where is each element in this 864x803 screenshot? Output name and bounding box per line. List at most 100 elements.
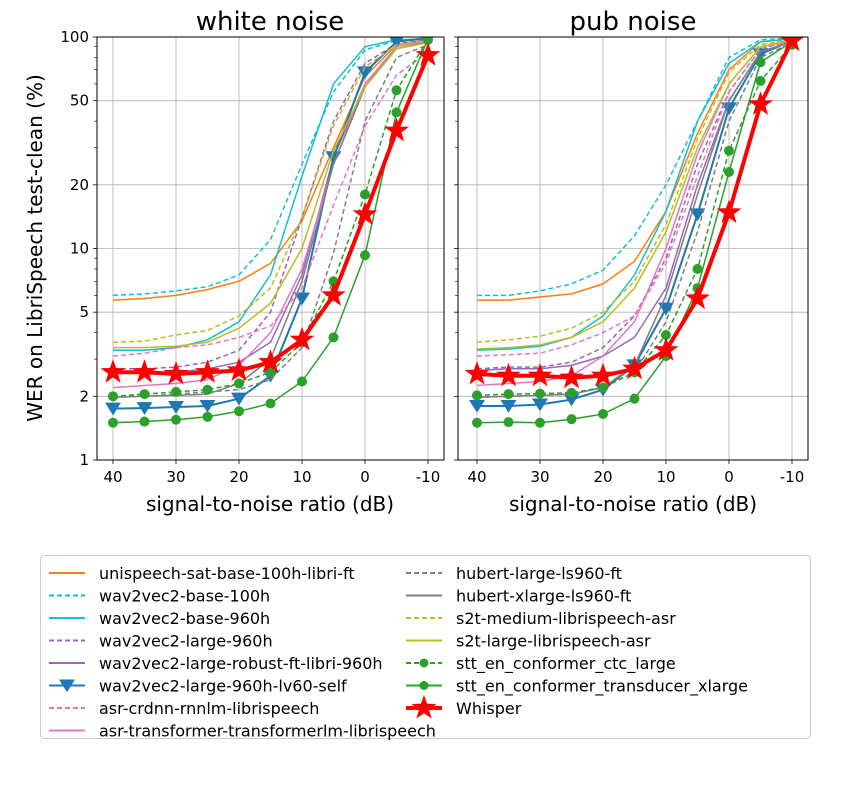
series-wav2vec2-base-100h	[477, 37, 793, 297]
legend-item-whisper: Whisper	[406, 695, 522, 719]
data-point	[755, 57, 766, 68]
data-point	[653, 337, 679, 361]
legend-label: asr-crdnn-rnnlm-librispeech	[99, 699, 319, 718]
panel-pub-noise: 40 30 20 10 0 -10	[454, 36, 809, 486]
legend-item-asr-transformer-transformerlm-librispeech: asr-transformer-transformerlm-librispeec…	[49, 722, 436, 740]
data-point	[527, 362, 553, 387]
x-tick-label: 10	[656, 468, 675, 486]
data-point	[563, 393, 580, 407]
series-line	[477, 38, 793, 301]
x-tick-label: 40	[467, 468, 486, 486]
y-tick-label: 10	[70, 240, 89, 258]
series-unispeech-sat-base-100h-libri-ft	[112, 39, 429, 301]
series-line	[476, 38, 793, 352]
legend-label: wav2vec2-base-960h	[99, 609, 270, 628]
legend-label: wav2vec2-large-robust-ft-libri-960h	[99, 654, 383, 673]
series-line	[476, 44, 793, 397]
data-point	[384, 117, 409, 142]
series-hubert-xlarge-ls960-ft	[476, 40, 793, 399]
data-point	[532, 398, 548, 412]
data-point	[168, 401, 184, 414]
series-line	[112, 39, 429, 344]
legend-label: Whisper	[456, 699, 522, 718]
series-line	[477, 39, 793, 407]
series-line	[112, 38, 429, 297]
data-point	[472, 417, 482, 428]
x-tick-label: 30	[530, 468, 549, 486]
data-point	[234, 406, 244, 417]
data-point	[202, 384, 213, 395]
data-point	[171, 414, 181, 425]
legend-marker	[419, 658, 429, 668]
data-point	[423, 37, 433, 44]
data-point	[755, 75, 766, 86]
data-point	[464, 361, 490, 385]
figure: white noise pub noise WER on LibriSpeech…	[23, 7, 809, 516]
series-s2t-medium-librispeech-asr	[112, 39, 429, 344]
data-point	[297, 376, 307, 387]
legend-item-asr-crdnn-rnnlm-librispeech: asr-crdnn-rnnlm-librispeech	[49, 699, 319, 718]
legend-marker	[411, 695, 437, 719]
data-point	[716, 199, 742, 223]
data-point	[779, 37, 805, 52]
series-line	[476, 39, 794, 380]
data-point	[321, 282, 346, 306]
series-wav2vec2-base-960h	[476, 38, 793, 352]
series-hubert-xlarge-ls960-ft	[112, 41, 429, 399]
series-line	[476, 42, 793, 399]
x-tick-label: 0	[724, 468, 734, 486]
data-point	[415, 42, 441, 66]
x-axis-label-pub-noise: signal-to-noise ratio (dB)	[509, 492, 757, 516]
data-point	[500, 400, 517, 413]
x-tick-label: -10	[780, 468, 805, 486]
data-point	[360, 250, 370, 261]
data-point	[136, 402, 153, 415]
series-s2t-large-librispeech-asr	[113, 41, 429, 349]
data-point	[559, 364, 584, 389]
legend-label: hubert-large-ls960-ft	[456, 564, 622, 583]
data-point	[503, 417, 514, 428]
series-asr-crdnn-rnnlm-librispeech	[476, 39, 793, 357]
series-unispeech-sat-base-100h-libri-ft	[477, 38, 793, 301]
legend-label: stt_en_conformer_transducer_xlarge	[456, 677, 748, 697]
legend-item-stt-en-conformer-ctc-large: stt_en_conformer_ctc_large	[406, 654, 676, 674]
legend-label: s2t-medium-librispeech-asr	[456, 609, 676, 628]
series-stt-en-conformer-transducer-xlarge	[108, 37, 433, 428]
series-line	[476, 39, 793, 350]
legend-item-wav2vec2-base-100h: wav2vec2-base-100h	[49, 587, 270, 606]
x-tick-label: 40	[103, 468, 122, 486]
legend-item-hubert-large-ls960-ft: hubert-large-ls960-ft	[406, 564, 622, 583]
data-point	[265, 367, 276, 378]
panel-title-pub-noise: pub noise	[570, 7, 697, 37]
data-point	[503, 389, 514, 400]
data-point	[171, 386, 181, 397]
panel-title-white-noise: white noise	[196, 7, 345, 37]
legend-label: wav2vec2-large-960h-lv60-self	[99, 677, 347, 696]
data-point	[199, 400, 216, 413]
data-point	[590, 362, 616, 387]
y-tick-label: 100	[60, 28, 89, 46]
data-point	[496, 362, 521, 387]
data-point	[469, 400, 485, 413]
data-point	[100, 359, 126, 383]
data-point	[139, 389, 150, 400]
data-point	[105, 402, 121, 416]
legend-marker	[419, 681, 429, 690]
series-line	[476, 40, 793, 399]
data-point	[689, 208, 706, 222]
x-tick-label: 20	[593, 468, 612, 486]
data-point	[328, 332, 339, 343]
data-point	[566, 414, 577, 425]
x-axis-label-white-noise: signal-to-noise ratio (dB)	[146, 492, 394, 516]
data-point	[265, 398, 276, 409]
data-point	[234, 378, 244, 389]
x-tick-label: 10	[292, 468, 311, 486]
legend-item-wav2vec2-base-960h: wav2vec2-base-960h	[49, 609, 270, 628]
legend-item-s2t-medium-librispeech-asr: s2t-medium-librispeech-asr	[406, 609, 676, 628]
legend-item-s2t-large-librispeech-asr: s2t-large-librispeech-asr	[406, 632, 651, 651]
y-tick-label: 2	[79, 387, 89, 405]
data-point	[472, 390, 482, 401]
series-asr-transformer-transformerlm-librispeech	[476, 39, 793, 387]
legend-item-wav2vec2-large-960h: wav2vec2-large-960h	[49, 632, 273, 651]
